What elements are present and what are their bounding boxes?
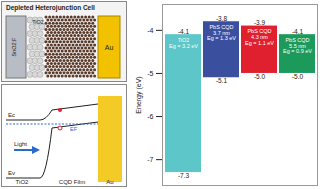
svg-text:Light: Light (14, 141, 27, 147)
svg-text:PbS CQD5.5 nmEg = 0.9 eV: PbS CQD5.5 nmEg = 0.9 eV (283, 37, 312, 55)
svg-text:-5.0: -5.0 (292, 73, 304, 80)
svg-text:-4.1: -4.1 (292, 28, 304, 35)
svg-text:-5.1: -5.1 (216, 77, 228, 84)
svg-text:-5.0: -5.0 (254, 73, 266, 80)
svg-text:-4: -4 (147, 27, 153, 34)
svg-text:TiO2Eg = 3.2 eV: TiO2Eg = 3.2 eV (169, 37, 198, 49)
svg-text:-4.1: -4.1 (178, 28, 190, 35)
svg-text:-7: -7 (147, 156, 153, 163)
svg-text:Ec: Ec (8, 112, 15, 118)
svg-text:PbS CQD3.7 nmEg = 1.3 eV: PbS CQD3.7 nmEg = 1.3 eV (207, 24, 236, 42)
svg-text:Ev: Ev (8, 170, 15, 176)
svg-text:Energy (eV): Energy (eV) (135, 76, 143, 113)
svg-text:Au: Au (105, 44, 114, 51)
svg-text:-3.9: -3.9 (254, 19, 266, 26)
svg-text:-7.3: -7.3 (178, 172, 190, 179)
svg-text:EF: EF (70, 126, 78, 132)
svg-text:CQD Film: CQD Film (59, 179, 85, 185)
svg-text:Depleted Heterojunction Cell: Depleted Heterojunction Cell (6, 4, 95, 12)
svg-text:PbS CQD4.3 nmEg = 1.1 eV: PbS CQD4.3 nmEg = 1.1 eV (245, 28, 274, 46)
svg-text:TiO2: TiO2 (32, 19, 44, 25)
svg-text:-3.8: -3.8 (216, 15, 228, 22)
svg-text:-5: -5 (147, 70, 153, 77)
svg-text:SnO2:F: SnO2:F (11, 37, 17, 57)
svg-text:-6: -6 (147, 113, 153, 120)
svg-text:TiO2: TiO2 (16, 179, 29, 185)
svg-text:Au: Au (106, 179, 113, 185)
